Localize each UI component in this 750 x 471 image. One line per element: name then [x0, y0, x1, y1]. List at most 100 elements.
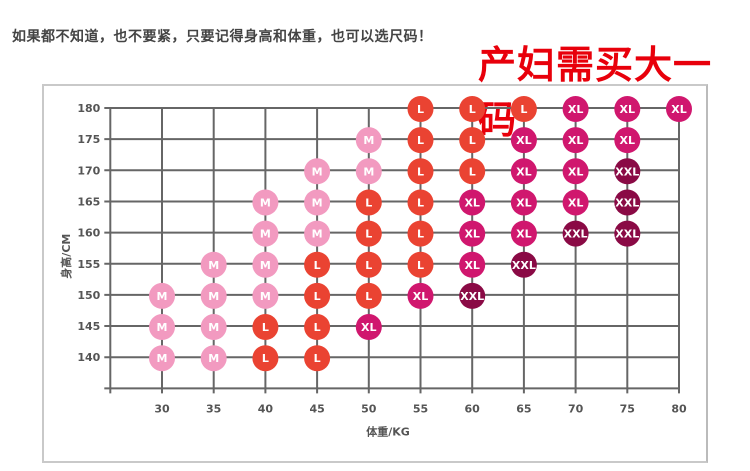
size-dot-m: [304, 158, 331, 185]
size-dot-label: M: [260, 228, 271, 241]
size-dot-label: L: [417, 165, 424, 178]
size-dot-l: [355, 220, 382, 247]
size-dot-label: L: [417, 103, 424, 116]
size-dot-m: [252, 282, 279, 309]
size-dot-m: [304, 189, 331, 216]
size-dot-label: M: [208, 259, 219, 272]
size-dot-label: M: [260, 290, 271, 303]
x-tick-label: 35: [206, 402, 221, 415]
size-dot-l: [407, 127, 434, 154]
size-dot-label: M: [260, 259, 271, 272]
size-dot-xxl: [614, 189, 641, 216]
size-dot-label: M: [208, 290, 219, 303]
y-tick-label: 150: [77, 289, 100, 302]
size-dot-label: L: [417, 134, 424, 147]
size-dot-xxl: [614, 220, 641, 247]
size-dot-label: XL: [516, 196, 532, 209]
size-dot-label: M: [157, 290, 168, 303]
size-dot-xxl: [510, 251, 537, 278]
size-dot-label: XL: [413, 290, 429, 303]
y-tick-label: 160: [77, 227, 100, 240]
size-dot-label: XL: [568, 165, 584, 178]
size-dot-label: M: [260, 196, 271, 209]
size-dot-label: XL: [516, 228, 532, 241]
size-dot-label: XXL: [460, 290, 484, 303]
size-dot-label: XL: [568, 103, 584, 116]
size-dot-xl: [510, 189, 537, 216]
size-dot-label: L: [314, 259, 321, 272]
y-tick-label: 145: [77, 320, 100, 333]
size-dot-label: L: [314, 352, 321, 365]
size-dot-label: M: [157, 321, 168, 334]
size-dot-l: [355, 282, 382, 309]
x-tick-label: 65: [516, 402, 531, 415]
size-dot-label: XL: [568, 134, 584, 147]
size-dot-label: XXL: [615, 228, 639, 241]
size-dot-label: L: [365, 228, 372, 241]
x-tick-label: 30: [154, 402, 170, 415]
size-dot-m: [149, 282, 175, 309]
size-dot-xl: [562, 127, 589, 154]
size-dot-m: [355, 158, 382, 185]
size-dot-xl: [562, 158, 589, 185]
size-dot-label: L: [365, 259, 372, 272]
size-dot-l: [407, 251, 434, 278]
size-dot-xl: [459, 189, 486, 216]
size-dot-label: XL: [671, 103, 687, 116]
y-tick-label: 175: [77, 133, 100, 146]
size-dot-l: [407, 158, 434, 185]
size-dot-label: L: [262, 352, 269, 365]
y-tick-label: 180: [77, 102, 100, 115]
size-dot-label: XL: [464, 259, 480, 272]
x-tick-label: 40: [258, 402, 274, 415]
size-advice-note: 如果都不知道，也不要紧，只要记得身高和体重，也可以选尺码！: [12, 29, 433, 45]
size-dot-l: [304, 282, 331, 309]
size-dot-m: [200, 314, 227, 341]
size-dot-xxl: [614, 158, 641, 185]
y-tick-label: 170: [77, 164, 100, 177]
size-dot-label: XXL: [615, 165, 639, 178]
size-dot-xl: [459, 220, 486, 247]
size-dot-label: XXL: [615, 196, 639, 209]
size-dot-l: [304, 251, 331, 278]
x-tick-label: 45: [309, 402, 324, 415]
size-dot-m: [252, 189, 279, 216]
size-dot-xl: [614, 96, 641, 122]
size-dot-l: [459, 158, 486, 185]
size-dot-l: [252, 314, 279, 341]
size-dot-m: [200, 251, 227, 278]
size-dot-xl: [510, 127, 537, 154]
size-dot-l: [407, 96, 434, 122]
size-dot-l: [459, 96, 486, 122]
size-dot-l: [252, 345, 279, 372]
size-dot-label: M: [312, 165, 323, 178]
size-dot-m: [149, 314, 175, 341]
size-dot-label: M: [208, 321, 219, 334]
size-dot-label: XL: [516, 134, 532, 147]
size-dot-xl: [510, 220, 537, 247]
size-dot-m: [304, 220, 331, 247]
size-dot-xl: [510, 158, 537, 185]
maternity-size-up-banner: 产妇需买大一码: [478, 43, 713, 142]
size-dot-label: M: [363, 165, 374, 178]
size-dot-m: [200, 282, 227, 309]
y-tick-label: 155: [77, 258, 100, 271]
size-dot-m: [252, 220, 279, 247]
size-dot-label: M: [312, 196, 323, 209]
size-dot-label: L: [417, 196, 424, 209]
x-tick-label: 80: [671, 402, 687, 415]
y-axis-label: 身高/CM: [59, 234, 73, 279]
size-dot-label: M: [157, 352, 168, 365]
size-dot-m: [355, 127, 382, 154]
size-dot-label: L: [262, 321, 269, 334]
size-dot-label: L: [469, 103, 476, 116]
size-dot-xl: [562, 189, 589, 216]
size-dot-l: [304, 314, 331, 341]
size-dot-label: XXL: [564, 228, 588, 241]
size-dot-label: L: [417, 259, 424, 272]
size-dot-label: L: [469, 165, 476, 178]
size-dot-l: [355, 189, 382, 216]
size-dot-label: XL: [361, 321, 377, 334]
size-dot-l: [355, 251, 382, 278]
